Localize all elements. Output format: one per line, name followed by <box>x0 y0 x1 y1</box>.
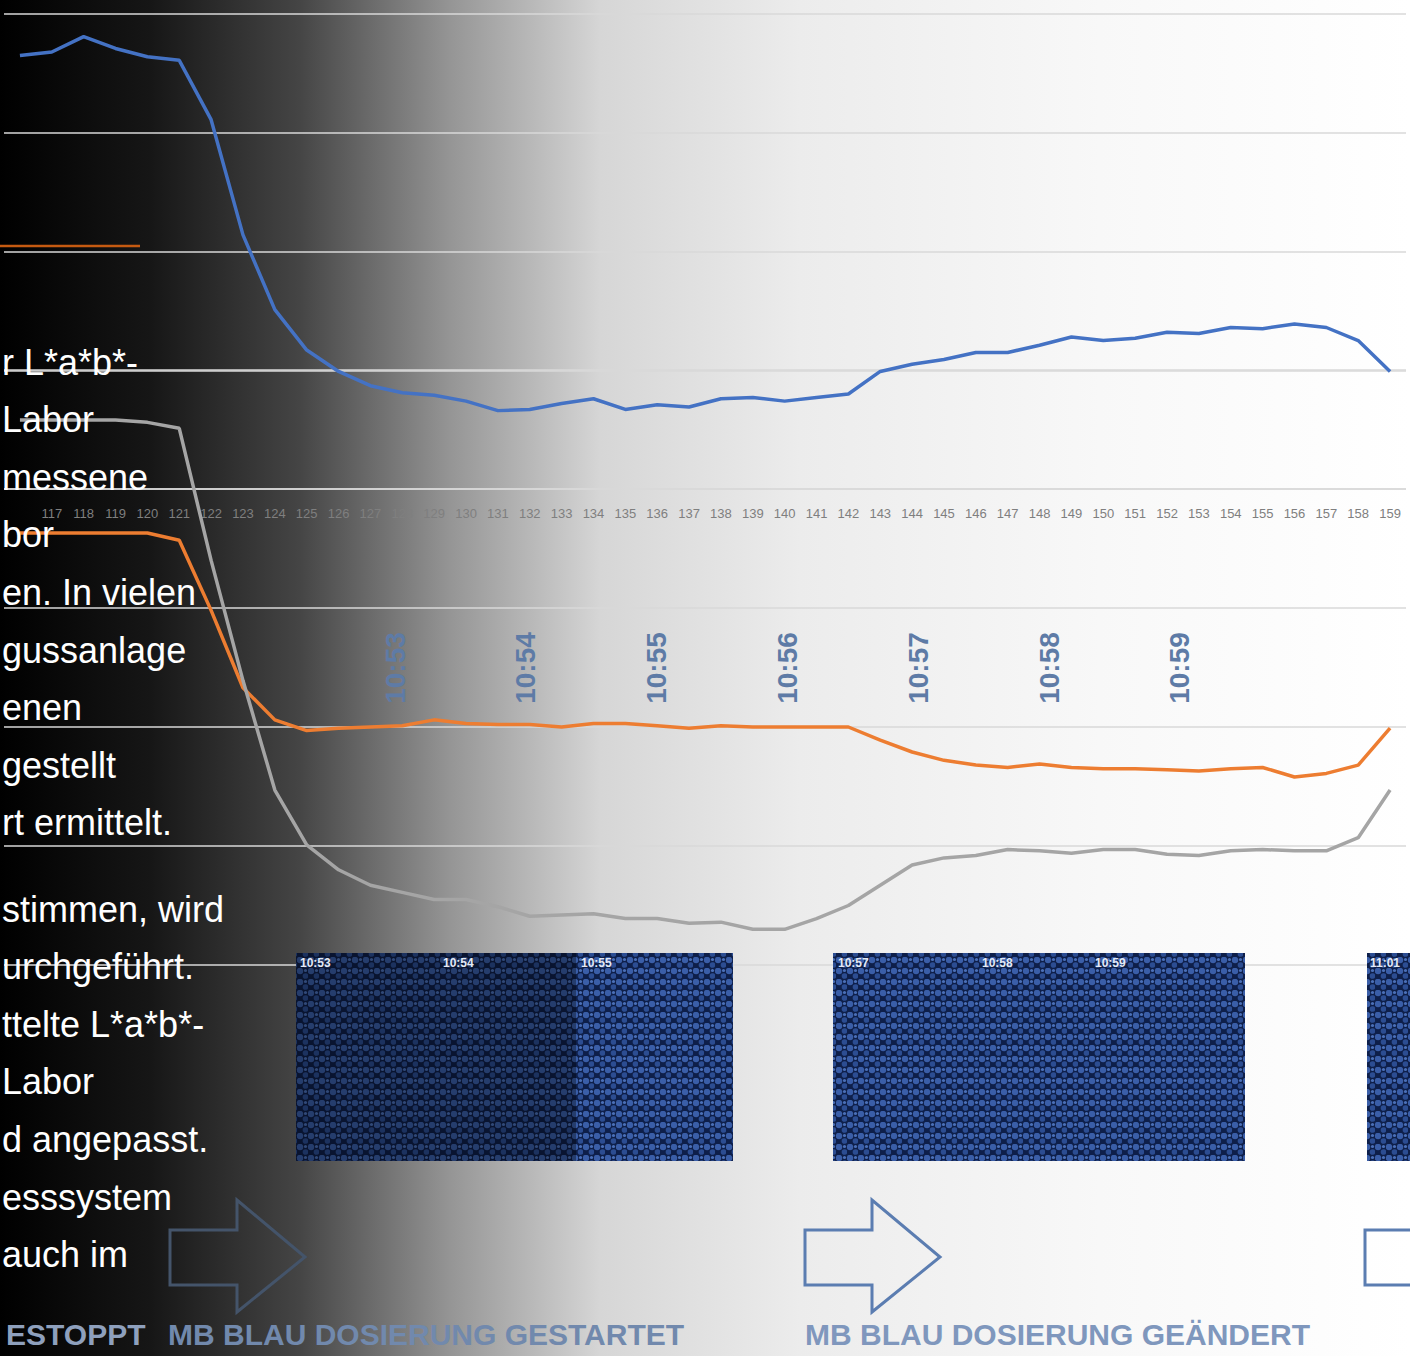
svg-text:141: 141 <box>806 506 828 521</box>
svg-text:bor: bor <box>2 514 54 555</box>
svg-text:138: 138 <box>710 506 732 521</box>
svg-text:Labor: Labor <box>2 399 94 440</box>
svg-text:147: 147 <box>997 506 1019 521</box>
svg-text:142: 142 <box>838 506 860 521</box>
svg-text:146: 146 <box>965 506 987 521</box>
svg-text:messene: messene <box>2 457 148 498</box>
svg-text:10:57: 10:57 <box>838 956 869 970</box>
svg-text:10:55: 10:55 <box>641 632 672 704</box>
svg-text:145: 145 <box>933 506 955 521</box>
svg-text:MB BLAU DOSIERUNG GESTARTET: MB BLAU DOSIERUNG GESTARTET <box>168 1318 684 1351</box>
svg-text:gussanlage: gussanlage <box>2 630 186 671</box>
svg-text:122: 122 <box>200 506 222 521</box>
svg-text:rt ermittelt.: rt ermittelt. <box>2 802 172 843</box>
svg-text:10:58: 10:58 <box>1034 632 1065 704</box>
svg-text:125: 125 <box>296 506 318 521</box>
svg-text:en. In vielen: en. In vielen <box>2 572 196 613</box>
svg-text:154: 154 <box>1220 506 1242 521</box>
svg-text:stimmen, wird: stimmen, wird <box>2 889 224 930</box>
svg-text:auch im: auch im <box>2 1234 128 1275</box>
svg-text:121: 121 <box>168 506 190 521</box>
svg-text:11:01: 11:01 <box>1370 956 1400 970</box>
svg-text:10:54: 10:54 <box>443 956 474 970</box>
svg-text:134: 134 <box>583 506 605 521</box>
svg-text:129: 129 <box>423 506 445 521</box>
svg-text:158: 158 <box>1347 506 1369 521</box>
svg-text:139: 139 <box>742 506 764 521</box>
svg-text:123: 123 <box>232 506 254 521</box>
svg-text:10:57: 10:57 <box>903 632 934 704</box>
svg-text:10:53: 10:53 <box>380 632 411 704</box>
svg-text:156: 156 <box>1284 506 1306 521</box>
svg-text:117: 117 <box>41 506 62 521</box>
svg-text:140: 140 <box>774 506 796 521</box>
svg-text:148: 148 <box>1029 506 1051 521</box>
svg-text:155: 155 <box>1252 506 1274 521</box>
svg-text:118: 118 <box>73 506 94 521</box>
svg-text:143: 143 <box>869 506 891 521</box>
svg-text:gestellt: gestellt <box>2 745 116 786</box>
svg-text:10:54: 10:54 <box>510 632 541 704</box>
svg-text:124: 124 <box>264 506 286 521</box>
svg-text:150: 150 <box>1092 506 1114 521</box>
svg-text:152: 152 <box>1156 506 1178 521</box>
svg-text:151: 151 <box>1124 506 1146 521</box>
svg-text:10:53: 10:53 <box>300 956 331 970</box>
svg-text:130: 130 <box>455 506 477 521</box>
svg-text:Labor: Labor <box>2 1061 94 1102</box>
svg-text:132: 132 <box>519 506 541 521</box>
svg-text:127: 127 <box>360 506 382 521</box>
svg-text:ESTOPPT: ESTOPPT <box>6 1318 145 1351</box>
svg-text:133: 133 <box>551 506 573 521</box>
svg-text:144: 144 <box>901 506 923 521</box>
svg-text:ttelte L*a*b*-: ttelte L*a*b*- <box>2 1004 204 1045</box>
svg-text:10:59: 10:59 <box>1095 956 1126 970</box>
svg-text:153: 153 <box>1188 506 1210 521</box>
svg-text:urchgeführt.: urchgeführt. <box>2 946 194 987</box>
svg-text:10:58: 10:58 <box>982 956 1013 970</box>
svg-text:119: 119 <box>105 506 126 521</box>
svg-text:157: 157 <box>1315 506 1337 521</box>
svg-text:159: 159 <box>1379 506 1401 521</box>
svg-text:10:59: 10:59 <box>1164 632 1195 704</box>
svg-text:r L*a*b*-: r L*a*b*- <box>2 342 138 383</box>
svg-text:esssystem: esssystem <box>2 1177 172 1218</box>
svg-text:10:55: 10:55 <box>581 956 612 970</box>
svg-text:10:56: 10:56 <box>772 632 803 704</box>
svg-text:136: 136 <box>646 506 668 521</box>
svg-text:d angepasst.: d angepasst. <box>2 1119 208 1160</box>
svg-text:131: 131 <box>487 506 509 521</box>
svg-text:MB BLAU DOSIERUNG GEÄNDERT: MB BLAU DOSIERUNG GEÄNDERT <box>805 1318 1310 1351</box>
svg-text:120: 120 <box>137 506 159 521</box>
svg-text:126: 126 <box>328 506 350 521</box>
svg-text:149: 149 <box>1061 506 1083 521</box>
svg-text:135: 135 <box>614 506 636 521</box>
svg-text:enen: enen <box>2 687 82 728</box>
svg-text:128: 128 <box>391 506 413 521</box>
svg-text:137: 137 <box>678 506 700 521</box>
